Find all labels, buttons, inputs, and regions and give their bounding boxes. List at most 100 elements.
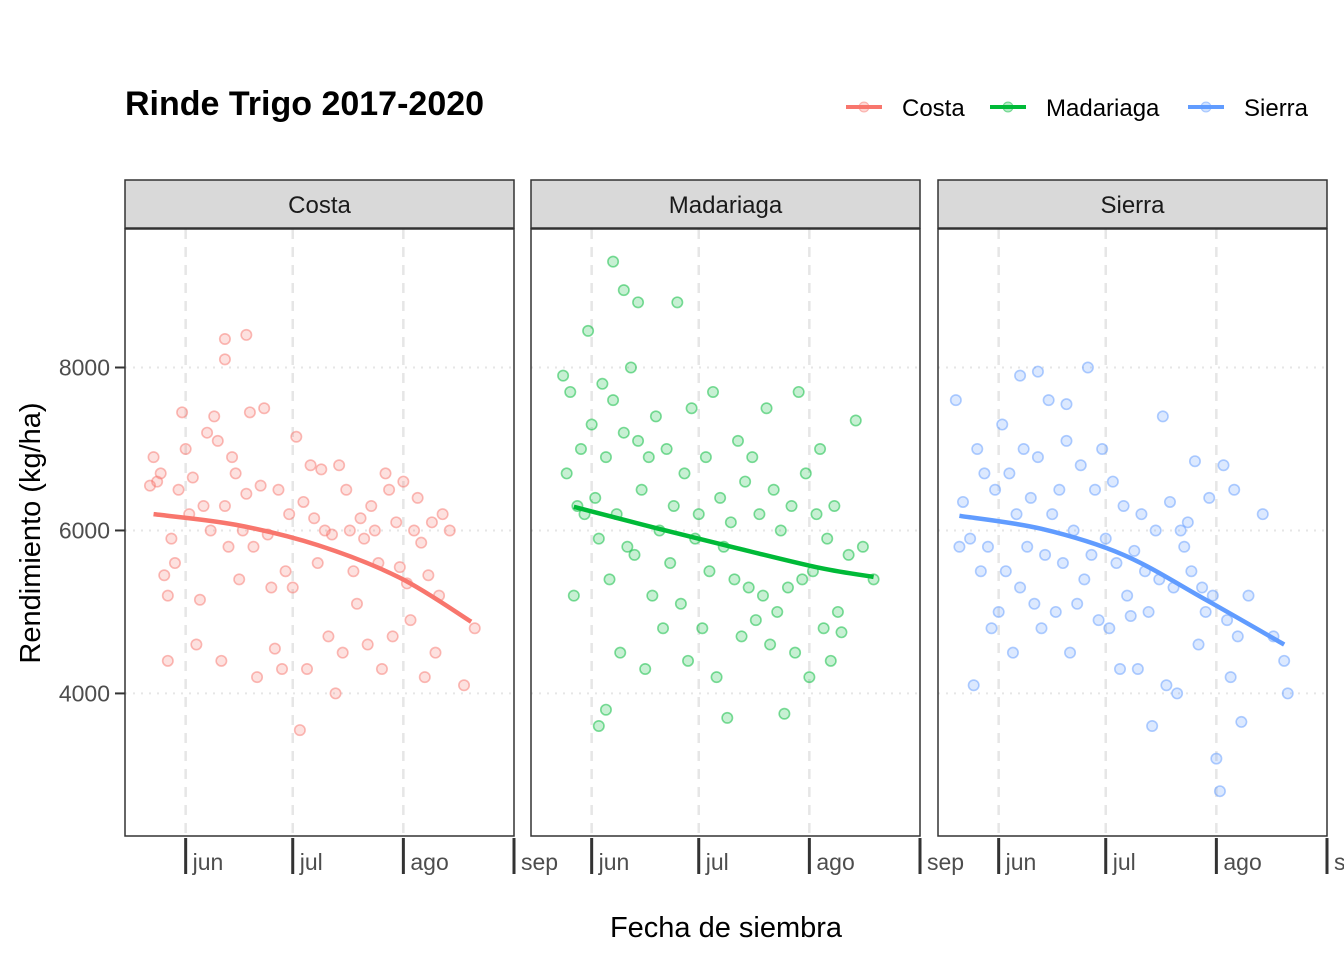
data-point xyxy=(624,361,637,374)
data-point xyxy=(1188,455,1201,468)
data-point xyxy=(1060,398,1073,411)
data-point xyxy=(764,638,777,651)
data-point xyxy=(692,508,705,521)
data-point xyxy=(582,324,595,337)
legend-label: Sierra xyxy=(1244,95,1309,122)
data-point xyxy=(949,394,962,407)
data-point xyxy=(1071,597,1084,610)
data-point xyxy=(222,540,235,553)
facet-strip-label: Costa xyxy=(288,192,351,219)
data-point xyxy=(408,524,421,537)
x-tick-label: ago xyxy=(816,849,854,875)
data-point xyxy=(1046,508,1059,521)
data-point xyxy=(336,646,349,659)
legend-key-point xyxy=(1200,101,1212,113)
data-point xyxy=(1053,483,1066,496)
data-point xyxy=(1014,369,1027,382)
data-point xyxy=(229,467,242,480)
data-point xyxy=(603,573,616,586)
data-point xyxy=(1003,467,1016,480)
facet-strip-label: Madariaga xyxy=(669,192,783,219)
data-point xyxy=(974,565,987,578)
data-point xyxy=(996,418,1009,431)
data-point xyxy=(165,532,178,545)
data-point xyxy=(215,654,228,667)
data-point xyxy=(161,589,174,602)
data-point xyxy=(796,573,809,586)
data-point xyxy=(685,402,698,415)
data-point xyxy=(283,508,296,521)
data-point xyxy=(1231,630,1244,643)
data-point xyxy=(308,512,321,525)
legend-key-point xyxy=(1002,101,1014,113)
trend-line-madariaga xyxy=(573,504,874,580)
data-point xyxy=(329,687,342,700)
data-point xyxy=(208,410,221,423)
data-point xyxy=(753,508,766,521)
x-tick-label: jun xyxy=(598,849,630,875)
data-point xyxy=(233,573,246,586)
data-point xyxy=(1021,540,1034,553)
data-point xyxy=(190,638,203,651)
data-point xyxy=(422,569,435,582)
data-point xyxy=(276,662,289,675)
data-point xyxy=(639,662,652,675)
data-point xyxy=(240,487,253,500)
data-point xyxy=(592,532,605,545)
data-point xyxy=(707,385,720,398)
data-point xyxy=(599,451,612,464)
data-point xyxy=(1221,614,1234,627)
data-point xyxy=(286,581,299,594)
data-point xyxy=(1149,524,1162,537)
data-point xyxy=(992,605,1005,618)
data-point xyxy=(585,418,598,431)
data-point xyxy=(632,434,645,447)
data-point xyxy=(621,540,634,553)
data-point xyxy=(792,385,805,398)
data-point xyxy=(458,679,471,692)
data-point xyxy=(831,605,844,618)
x-tick-label: sep xyxy=(1334,849,1344,875)
data-point xyxy=(226,451,239,464)
data-point xyxy=(1278,654,1291,667)
data-point xyxy=(186,471,199,484)
data-point xyxy=(158,569,171,582)
chart-title: Rinde Trigo 2017-2020 xyxy=(125,85,484,123)
data-point xyxy=(774,524,787,537)
data-point xyxy=(390,516,403,529)
data-point xyxy=(617,426,630,439)
y-tick-label: 6000 xyxy=(59,517,110,543)
data-point xyxy=(810,508,823,521)
data-point xyxy=(785,500,798,513)
data-point xyxy=(425,516,438,529)
data-point xyxy=(1099,532,1112,545)
data-point xyxy=(735,630,748,643)
x-tick-label: ago xyxy=(1223,849,1261,875)
data-point xyxy=(272,483,285,496)
data-point xyxy=(635,483,648,496)
data-point xyxy=(343,524,356,537)
x-tick-label: sep xyxy=(521,849,558,875)
data-point xyxy=(247,540,260,553)
data-point xyxy=(778,707,791,720)
data-point xyxy=(1210,752,1223,765)
data-point xyxy=(193,593,206,606)
data-point xyxy=(856,540,869,553)
data-point xyxy=(1196,581,1209,594)
x-axis-label: Fecha de siembra xyxy=(610,912,843,944)
data-point xyxy=(1121,589,1134,602)
data-point xyxy=(789,646,802,659)
data-point xyxy=(1124,610,1137,623)
data-point xyxy=(311,557,324,570)
data-point xyxy=(999,565,1012,578)
data-point xyxy=(1014,581,1027,594)
data-point xyxy=(646,589,659,602)
data-point xyxy=(218,332,231,345)
legend-label: Madariaga xyxy=(1046,95,1160,122)
data-point xyxy=(1235,715,1248,728)
data-point xyxy=(1228,483,1241,496)
data-point xyxy=(596,377,609,390)
plot-background xyxy=(531,229,920,836)
y-axis-label: Rendimiento (kg/ha) xyxy=(15,402,47,663)
